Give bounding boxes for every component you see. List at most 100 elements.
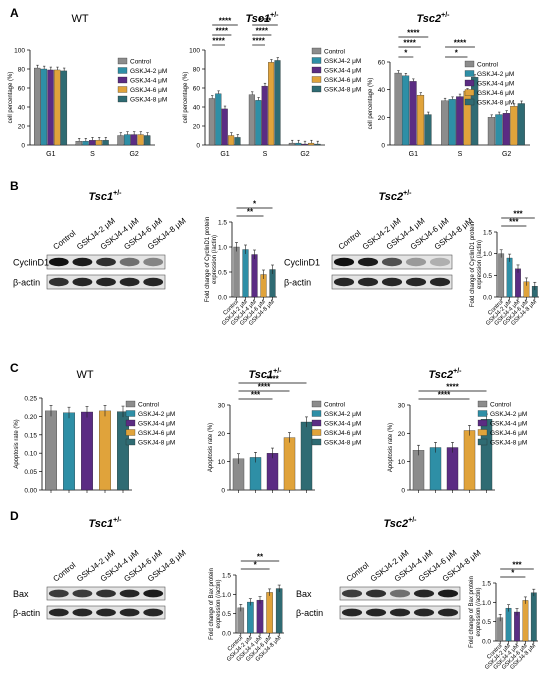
legend-swatch (464, 70, 475, 77)
blot-row-label: Bax (13, 589, 29, 599)
bar (82, 141, 89, 146)
bar (409, 81, 417, 146)
y-tick-label: 0.0 (483, 295, 492, 302)
blot-band (143, 608, 164, 617)
significance-label: *** (513, 210, 523, 219)
significance-label: **** (259, 17, 272, 26)
y-tick-label: 0.5 (222, 611, 231, 618)
bar (47, 69, 54, 146)
bar (510, 106, 518, 146)
legend-swatch (311, 419, 322, 427)
legend-swatch (464, 60, 475, 68)
bar (242, 249, 249, 298)
blot-band (96, 257, 116, 267)
y-tick-label: 80 (193, 67, 201, 74)
panel-letter-d: D (10, 509, 19, 523)
blot-band (48, 277, 69, 287)
bar (275, 588, 283, 634)
y-axis-label: cell percentage (%) (8, 72, 14, 124)
chart-title-superscript: +/- (441, 12, 450, 19)
bar (502, 113, 510, 146)
blot-band (333, 257, 355, 267)
legend-swatch (464, 89, 475, 96)
legend-label: GSKJ4-2 μM (477, 71, 514, 78)
blot-band (333, 277, 355, 287)
panel-letter-a: A (10, 6, 19, 20)
blot-lane-label: Control (345, 560, 371, 583)
chart-a_wt: WT 0 20 40 60 80 100 cell percentage (%) G1 S G2 Co… (8, 13, 167, 158)
legend-label: GSKJ4-8 μM (324, 440, 361, 447)
chart-title-superscript: +/- (453, 368, 462, 375)
y-tick-label: 0.00 (24, 488, 37, 495)
blot-band (143, 257, 164, 267)
y-tick-label: 0 (401, 488, 405, 495)
blot-band (405, 257, 427, 267)
blot-title: Tsc2+/- (378, 190, 412, 203)
bar (412, 450, 425, 491)
legend-swatch (117, 76, 128, 84)
legend-swatch (311, 410, 322, 417)
y-tick-label: 0.5 (218, 270, 227, 277)
blot-row-label: Bax (296, 589, 312, 599)
legend-swatch (477, 410, 488, 417)
y-axis-label: Fold change of Bax proteinexpression (/a… (209, 568, 222, 640)
bar (248, 94, 255, 146)
bar (89, 140, 96, 146)
significance-label: * (253, 200, 257, 209)
x-tick-label: G1 (220, 151, 229, 158)
x-tick-label: G2 (129, 151, 138, 158)
bar (234, 137, 241, 146)
bar (251, 254, 258, 298)
chart-title: Tsc2+/- (416, 12, 450, 25)
legend-swatch (477, 419, 488, 427)
bar (256, 599, 264, 634)
blot-band (357, 257, 379, 267)
legend-label: GSKJ4-8 μM (490, 440, 527, 447)
y-axis-label-line: Fold change of CyclinD1 protein (470, 222, 476, 307)
y-tick-label: 0.0 (482, 639, 491, 646)
y-axis-label-line: expression (/actin) (212, 235, 218, 284)
blot-band (413, 608, 435, 617)
blot-title-superscript: +/- (408, 517, 417, 524)
blot-band (437, 608, 459, 617)
y-axis-label: Fold change of CyclinD1 proteinexpressio… (205, 217, 218, 302)
blot-band (365, 608, 387, 617)
y-tick-label: 0 (21, 143, 25, 150)
blot-band (96, 277, 116, 287)
blot-row-label: β-actin (284, 278, 311, 288)
blot-band (119, 608, 140, 617)
y-tick-label: 20 (218, 431, 226, 438)
y-axis-label: cell percentage (%) (183, 72, 189, 124)
bar (295, 142, 302, 146)
blot-band (143, 589, 164, 598)
bar (40, 68, 48, 146)
y-tick-label: 60 (193, 86, 201, 93)
blot-lane-label: Control (337, 228, 363, 251)
y-tick-label: 0.5 (483, 273, 492, 280)
bar (283, 437, 296, 491)
x-tick-label: G2 (300, 151, 309, 158)
significance-label: **** (438, 391, 451, 400)
bar (424, 114, 432, 146)
chart-title: WT (76, 369, 93, 381)
blot-row-label: β-actin (13, 278, 40, 288)
bar (95, 140, 103, 146)
blot-band (96, 589, 116, 598)
legend-label: Control (490, 402, 512, 409)
bar (300, 421, 313, 491)
bar (137, 134, 144, 146)
legend-swatch (311, 76, 322, 83)
y-tick-label: 40 (378, 87, 386, 94)
bar (530, 592, 537, 642)
y-tick-label: 0 (381, 143, 385, 150)
y-axis-label-line: expression (/actin) (476, 587, 482, 636)
x-tick-label: S (263, 151, 268, 158)
blot-band (48, 257, 69, 267)
legend-swatch (125, 410, 136, 417)
bar (429, 447, 442, 491)
chart-title-superscript: +/- (270, 12, 279, 19)
y-axis-label-line: Fold change of Bax protein (209, 568, 215, 640)
